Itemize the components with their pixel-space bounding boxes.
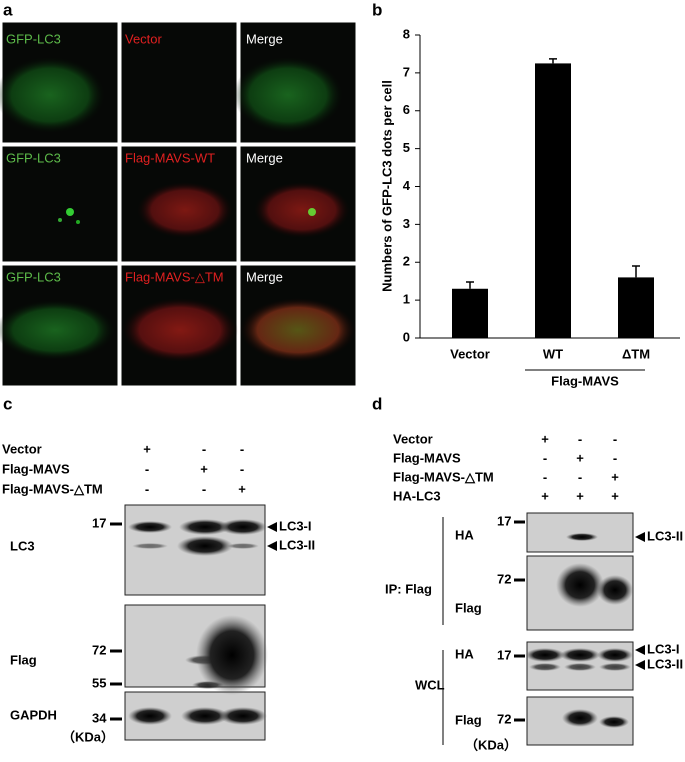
- band-label: LC3-I: [647, 641, 680, 656]
- row-label: Flag-MAVS-△TM: [2, 481, 103, 496]
- blot-label: HA: [455, 646, 474, 661]
- marker-label: 72: [92, 642, 106, 657]
- sign: -: [240, 441, 244, 456]
- sign: -: [240, 461, 244, 476]
- y-tick-label: 1: [403, 292, 410, 307]
- bar: [618, 277, 654, 338]
- error-bar: [549, 58, 557, 64]
- sign: +: [611, 488, 619, 503]
- bar: [535, 63, 571, 338]
- sign: -: [202, 481, 206, 496]
- sign: -: [543, 450, 547, 465]
- y-tick-label: 6: [403, 102, 410, 117]
- row-label: Flag-MAVS: [393, 450, 461, 465]
- channel-label: Vector: [125, 31, 163, 46]
- marker-label: 55: [92, 675, 106, 690]
- y-tick-label: 8: [403, 26, 410, 41]
- row-label: Flag-MAVS-△TM: [393, 469, 494, 484]
- y-tick-label: 0: [403, 329, 410, 344]
- marker-label: 72: [497, 571, 511, 586]
- channel-label: Flag-MAVS-WT: [125, 150, 215, 165]
- x-tick-label: WT: [543, 346, 563, 361]
- bands: [525, 533, 633, 728]
- group-label: IP: Flag: [385, 581, 432, 596]
- y-tick-label: 3: [403, 216, 410, 231]
- y-tick-label: 2: [403, 254, 410, 269]
- bar: [452, 288, 488, 338]
- y-tick-label: 7: [403, 64, 410, 79]
- bands: [128, 519, 268, 725]
- sign-grid: + - - - + - - - + + + +: [541, 431, 619, 503]
- sign: +: [541, 431, 549, 446]
- group-label: Flag-MAVS: [551, 373, 619, 388]
- blot-label: GAPDH: [10, 707, 57, 722]
- sign: -: [613, 450, 617, 465]
- sign-grid: + - - - + - - - +: [143, 441, 246, 496]
- panel-label: d: [372, 394, 382, 413]
- sign: -: [578, 431, 582, 446]
- unit-label: （KDa）: [465, 737, 517, 752]
- sign: -: [578, 469, 582, 484]
- band-label: LC3-I: [279, 518, 312, 533]
- sign: +: [143, 441, 151, 456]
- panel-label: b: [372, 0, 382, 19]
- sign: -: [145, 461, 149, 476]
- blot-label: LC3: [10, 538, 35, 553]
- marker-label: 34: [92, 710, 107, 725]
- blot-label: Flag: [455, 712, 482, 727]
- channel-label: Flag-MAVS-△TM: [125, 269, 224, 284]
- bar-chart: b Numbers of GFP-LC3 dots per cell Flag-…: [372, 0, 680, 388]
- row-label: HA-LC3: [393, 488, 441, 503]
- blot-label: Flag: [10, 652, 37, 667]
- sign: +: [238, 481, 246, 496]
- marker-label: 72: [497, 711, 511, 726]
- y-tick-label: 5: [403, 140, 410, 155]
- band-label: LC3-II: [647, 528, 683, 543]
- panel-label: c: [3, 394, 12, 413]
- error-bar: [632, 265, 640, 278]
- sign: -: [145, 481, 149, 496]
- x-tick-label: Vector: [450, 346, 490, 361]
- y-axis-label: Numbers of GFP-LC3 dots per cell: [379, 80, 394, 292]
- sign: -: [613, 431, 617, 446]
- channel-label: GFP-LC3: [6, 269, 61, 284]
- row-label: Flag-MAVS: [2, 461, 70, 476]
- error-bar: [466, 281, 474, 289]
- marker-label: 17: [497, 647, 511, 662]
- group-label: WCL: [415, 677, 445, 692]
- marker-label: 17: [92, 515, 106, 530]
- band-label: LC3-II: [279, 537, 315, 552]
- channel-label: GFP-LC3: [6, 150, 61, 165]
- x-tick-label: ΔTM: [622, 346, 650, 361]
- band-label: LC3-II: [647, 656, 683, 671]
- micrographs: [0, 21, 357, 387]
- sign: -: [543, 469, 547, 484]
- blot: [526, 512, 634, 553]
- sign: +: [576, 450, 584, 465]
- blot-label: HA: [455, 527, 474, 542]
- marker-label: 17: [497, 513, 511, 528]
- sign: +: [576, 488, 584, 503]
- channel-label: Merge: [246, 31, 283, 46]
- panel-label: a: [3, 0, 13, 19]
- channel-label: Merge: [246, 269, 283, 284]
- channel-label: GFP-LC3: [6, 31, 61, 46]
- unit-label: （KDa）: [62, 729, 114, 744]
- channel-label: Merge: [246, 150, 283, 165]
- row-label: Vector: [393, 431, 433, 446]
- sign: +: [611, 469, 619, 484]
- row-label: Vector: [2, 441, 42, 456]
- blot-label: Flag: [455, 600, 482, 615]
- sign: +: [541, 488, 549, 503]
- sign: +: [200, 461, 208, 476]
- sign: -: [202, 441, 206, 456]
- y-tick-label: 4: [403, 178, 411, 193]
